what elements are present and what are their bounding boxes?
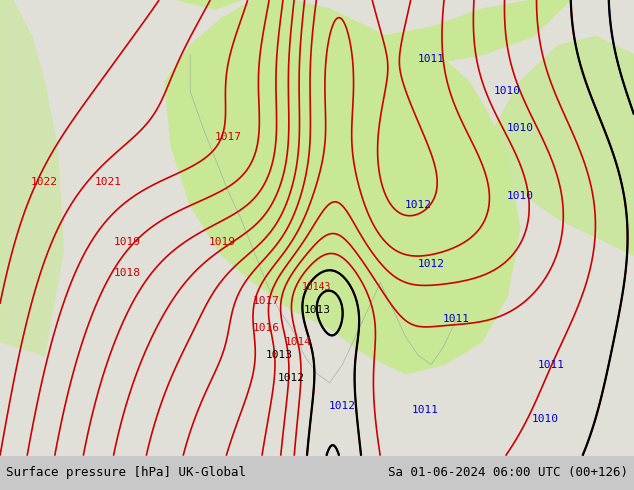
Text: 1012: 1012: [418, 259, 444, 270]
Text: 1011: 1011: [443, 314, 470, 324]
Text: Sa 01-06-2024 06:00 UTC (00+126): Sa 01-06-2024 06:00 UTC (00+126): [387, 466, 628, 479]
Text: 1016: 1016: [253, 323, 280, 333]
Text: 1017: 1017: [253, 296, 280, 306]
Text: 1012: 1012: [405, 200, 432, 210]
Polygon shape: [178, 0, 241, 9]
Text: 1019: 1019: [209, 237, 235, 246]
Polygon shape: [330, 0, 571, 64]
Text: 1017: 1017: [215, 132, 242, 142]
Text: 1018: 1018: [113, 269, 140, 278]
Text: 1010: 1010: [494, 86, 521, 96]
Text: 1022: 1022: [31, 177, 58, 187]
Text: 1021: 1021: [94, 177, 121, 187]
Polygon shape: [0, 0, 63, 355]
Text: 1010: 1010: [532, 414, 559, 424]
Text: 1014: 1014: [285, 337, 311, 347]
Text: 1010: 1010: [507, 191, 533, 201]
Text: 1013: 1013: [266, 350, 292, 361]
Text: 1011: 1011: [538, 360, 565, 369]
Text: 1011: 1011: [411, 405, 438, 415]
Polygon shape: [165, 0, 520, 374]
Polygon shape: [482, 36, 634, 255]
Text: 1012: 1012: [329, 400, 356, 411]
Text: Surface pressure [hPa] UK-Global: Surface pressure [hPa] UK-Global: [6, 466, 247, 479]
Text: 1012: 1012: [278, 373, 305, 383]
Text: 1011: 1011: [418, 54, 444, 64]
Text: 1013: 1013: [304, 305, 330, 315]
Text: 1019: 1019: [113, 237, 140, 246]
Text: 10143: 10143: [302, 282, 332, 292]
Text: 1010: 1010: [507, 122, 533, 133]
